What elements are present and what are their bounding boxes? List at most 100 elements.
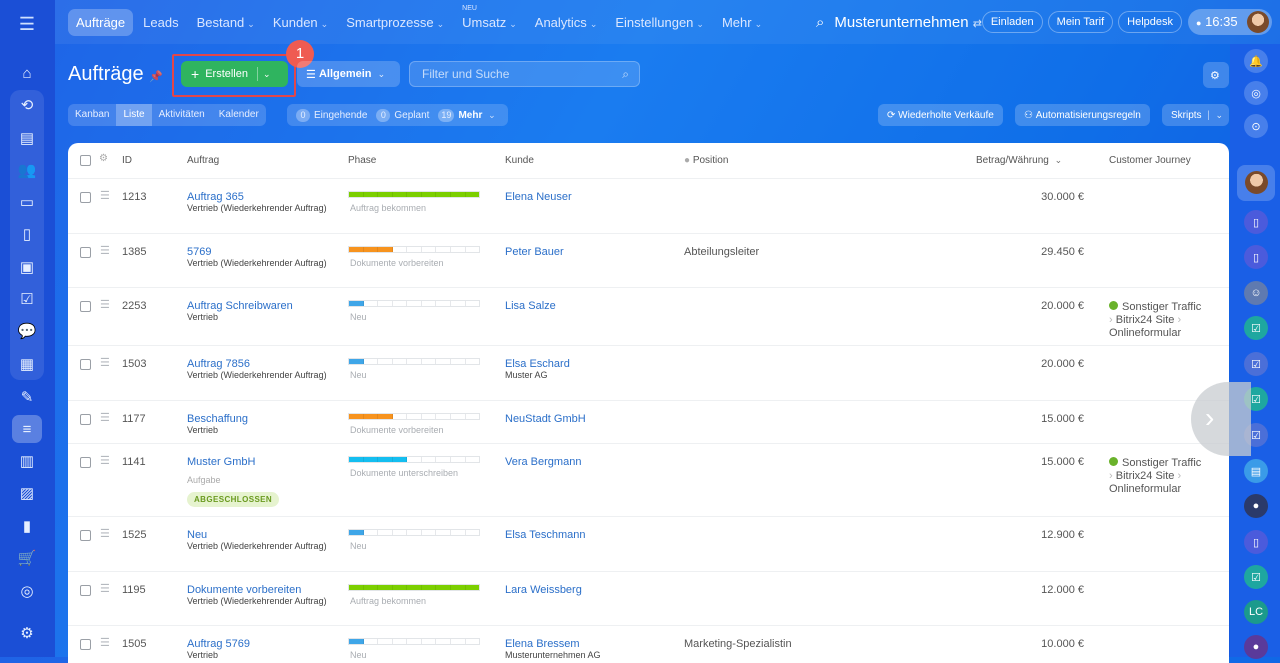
copilot-icon[interactable]: ◎ xyxy=(1244,81,1268,105)
nav-item-kunden[interactable]: Kunden ⌄ xyxy=(265,9,336,36)
phase-progress[interactable] xyxy=(348,413,480,420)
nav-item-einstellungen[interactable]: Einstellungen ⌄ xyxy=(607,9,712,36)
nav-item-analytics[interactable]: Analytics ⌄ xyxy=(527,9,606,36)
client-link[interactable]: Elena Bressem xyxy=(505,638,580,650)
phase-progress[interactable] xyxy=(348,246,480,253)
table-row[interactable]: ☰ 1385 5769 Vertrieb (Wiederkehrender Au… xyxy=(68,234,1229,288)
table-row[interactable]: ☰ 1141 Muster GmbH Aufgabe ABGESCHLOSSEN… xyxy=(68,444,1229,517)
client-link[interactable]: Vera Bergmann xyxy=(505,456,582,468)
phase-progress[interactable] xyxy=(348,358,480,365)
header-kunde[interactable]: Kunde xyxy=(505,155,534,166)
row-checkbox[interactable] xyxy=(80,247,91,258)
table-row[interactable]: ☰ 1195 Dokumente vorbereiten Vertrieb (W… xyxy=(68,572,1229,626)
view-tab-liste[interactable]: Liste xyxy=(116,104,152,126)
client-link[interactable]: Elsa Eschard xyxy=(505,358,570,370)
phase-progress[interactable] xyxy=(348,456,480,463)
company-name[interactable]: Musterunternehmen ⇄ xyxy=(834,14,982,31)
chat-icon[interactable]: ▯ xyxy=(1244,530,1268,554)
row-checkbox[interactable] xyxy=(80,192,91,203)
chat-icon[interactable]: ☑ xyxy=(1244,316,1268,340)
invite-button[interactable]: Einladen xyxy=(981,11,1043,33)
client-link[interactable]: Lara Weissberg xyxy=(505,584,582,596)
chat-icon[interactable]: 💬 xyxy=(17,323,37,340)
drag-handle-icon[interactable]: ☰ xyxy=(100,190,110,202)
counter-geplant[interactable]: 0 Geplant xyxy=(373,108,429,122)
header-id[interactable]: ID xyxy=(122,155,132,166)
settings-icon[interactable]: ⚙ xyxy=(20,625,34,642)
deal-title-link[interactable]: Beschaffung xyxy=(187,413,248,425)
deal-title-link[interactable]: Muster GmbH xyxy=(187,456,256,468)
calendar-icon[interactable]: ▦ xyxy=(19,356,35,373)
counter-eingehende[interactable]: 0 Eingehende xyxy=(293,108,367,122)
tasks-icon[interactable]: ☑ xyxy=(20,291,34,308)
deal-title-link[interactable]: Auftrag 5769 xyxy=(187,638,250,650)
phase-progress[interactable] xyxy=(348,584,480,591)
deal-title-link[interactable]: Neu xyxy=(187,529,208,541)
repeat-sales-button[interactable]: ⟳ Wiederholte Verkäufe xyxy=(878,104,1003,126)
drag-handle-icon[interactable]: ☰ xyxy=(100,299,110,311)
phase-progress[interactable] xyxy=(348,191,480,198)
analytics-icon[interactable]: ▮ xyxy=(22,518,32,535)
row-checkbox[interactable] xyxy=(80,301,91,312)
menu-icon[interactable]: ☰ xyxy=(18,14,36,34)
board-icon[interactable]: ▣ xyxy=(19,259,35,276)
scripts-button[interactable]: Skripts | ⌄ xyxy=(1162,104,1229,126)
chat-icon[interactable]: ☑ xyxy=(1244,565,1268,589)
select-all-checkbox[interactable] xyxy=(80,155,91,166)
client-link[interactable]: Elena Neuser xyxy=(505,191,572,203)
table-row[interactable]: ☰ 1525 Neu Vertrieb (Wiederkehrender Auf… xyxy=(68,517,1229,572)
row-checkbox[interactable] xyxy=(80,639,91,650)
chat-avatar-initials[interactable]: LC xyxy=(1244,600,1268,624)
pin-icon[interactable]: 📌 xyxy=(149,71,163,83)
drag-handle-icon[interactable]: ☰ xyxy=(100,455,110,467)
chat-icon[interactable]: ▯ xyxy=(1244,210,1268,234)
users-icon[interactable]: 👥 xyxy=(17,162,37,179)
target-icon[interactable]: ◎ xyxy=(20,583,34,600)
table-row[interactable]: ☰ 2253 Auftrag Schreibwaren Vertrieb Neu… xyxy=(68,288,1229,346)
phase-progress[interactable] xyxy=(348,638,480,645)
automation-button[interactable]: ⚇ Automatisierungsregeln xyxy=(1015,104,1150,126)
document-icon[interactable]: ▯ xyxy=(22,226,32,243)
create-button[interactable]: + Erstellen ⌄ xyxy=(181,61,288,87)
view-tab-kalender[interactable]: Kalender xyxy=(218,109,259,120)
nav-item-leads[interactable]: Leads xyxy=(135,9,186,36)
row-checkbox[interactable] xyxy=(80,359,91,370)
row-checkbox[interactable] xyxy=(80,585,91,596)
home-icon[interactable]: ⌂ xyxy=(22,64,32,82)
crm-filter-icon[interactable]: ≡ xyxy=(12,415,42,443)
deal-title-link[interactable]: Auftrag Schreibwaren xyxy=(187,300,293,312)
sign-icon[interactable]: ✎ xyxy=(20,389,34,406)
header-customer-journey[interactable]: Customer Journey xyxy=(1109,155,1191,166)
store-icon[interactable]: ▥ xyxy=(19,453,35,470)
header-position[interactable]: ● Position xyxy=(684,155,728,166)
nav-item-umsatz[interactable]: NEU Umsatz ⌄ xyxy=(454,5,525,36)
client-link[interactable]: Lisa Salze xyxy=(505,300,556,312)
row-checkbox[interactable] xyxy=(80,457,91,468)
drag-handle-icon[interactable]: ☰ xyxy=(100,245,110,257)
chat-icon[interactable]: ☑ xyxy=(1244,352,1268,376)
contact-center-icon[interactable]: ▨ xyxy=(19,485,35,502)
row-checkbox[interactable] xyxy=(80,530,91,541)
phase-progress[interactable] xyxy=(348,529,480,536)
search-input[interactable]: Filter und Suche ⌕ xyxy=(409,61,640,87)
gear-icon[interactable]: ⚙ xyxy=(99,153,108,164)
deal-title-link[interactable]: Dokumente vorbereiten xyxy=(187,584,302,596)
plan-button[interactable]: Mein Tarif xyxy=(1047,11,1114,33)
cart-icon[interactable]: 🛒 xyxy=(17,550,37,567)
client-link[interactable]: Peter Bauer xyxy=(505,246,564,258)
row-checkbox[interactable] xyxy=(80,414,91,425)
header-auftrag[interactable]: Auftrag xyxy=(187,155,220,166)
table-row[interactable]: ☰ 1505 Auftrag 5769 Vertrieb Neu Elena B… xyxy=(68,626,1229,663)
helpdesk-button[interactable]: Helpdesk xyxy=(1118,11,1182,33)
drag-handle-icon[interactable]: ☰ xyxy=(100,412,110,424)
user-avatar[interactable] xyxy=(1247,11,1269,33)
next-arrow-button[interactable]: › xyxy=(1191,382,1251,456)
flow-icon[interactable]: ⟲ xyxy=(20,97,34,114)
chat-icon[interactable]: ▯ xyxy=(1244,245,1268,269)
chevron-down-icon[interactable]: ⌄ xyxy=(262,68,271,79)
drag-handle-icon[interactable]: ☰ xyxy=(100,637,110,649)
nav-item-aufträge[interactable]: Aufträge xyxy=(68,8,134,36)
drag-handle-icon[interactable]: ☰ xyxy=(100,583,110,595)
phase-progress[interactable] xyxy=(348,300,480,307)
feed-icon[interactable]: ▤ xyxy=(19,130,35,147)
